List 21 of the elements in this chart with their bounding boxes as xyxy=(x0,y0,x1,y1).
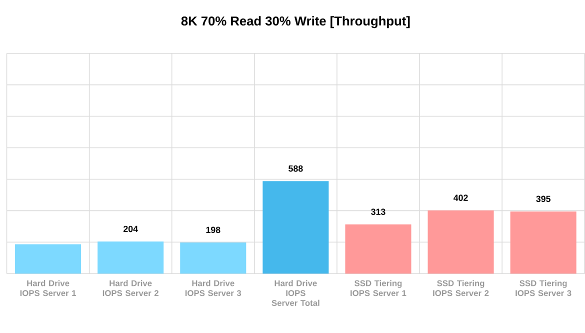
x-tick-label: SSD Tiering IOPS Server 3 xyxy=(516,280,572,296)
bar xyxy=(180,242,246,274)
data-label: 588 xyxy=(288,165,303,172)
data-label: 395 xyxy=(536,196,550,202)
x-tick-label: Hard Drive IOPS Server 1 xyxy=(20,280,76,296)
data-label: 402 xyxy=(454,194,468,202)
bar xyxy=(98,242,164,274)
data-label: 313 xyxy=(371,208,386,216)
x-tick-label: SSD Tiering IOPS Server 1 xyxy=(350,280,406,296)
bar xyxy=(510,212,576,274)
bar xyxy=(262,181,329,274)
bar xyxy=(428,210,494,274)
bar xyxy=(345,224,412,274)
data-label: 198 xyxy=(206,226,220,234)
data-label: 204 xyxy=(123,226,138,232)
x-tick-label: Hard Drive IOPS Server 3 xyxy=(185,280,242,296)
bar xyxy=(15,244,82,274)
x-tick-label: Hard Drive IOPS Server Total xyxy=(272,280,320,306)
x-tick-label: Hard Drive IOPS Server 2 xyxy=(102,280,158,296)
x-tick-label: SSD Tiering IOPS Server 2 xyxy=(433,280,489,296)
chart-title: 8K 70% Read 30% Write [Throughput] xyxy=(181,16,410,28)
